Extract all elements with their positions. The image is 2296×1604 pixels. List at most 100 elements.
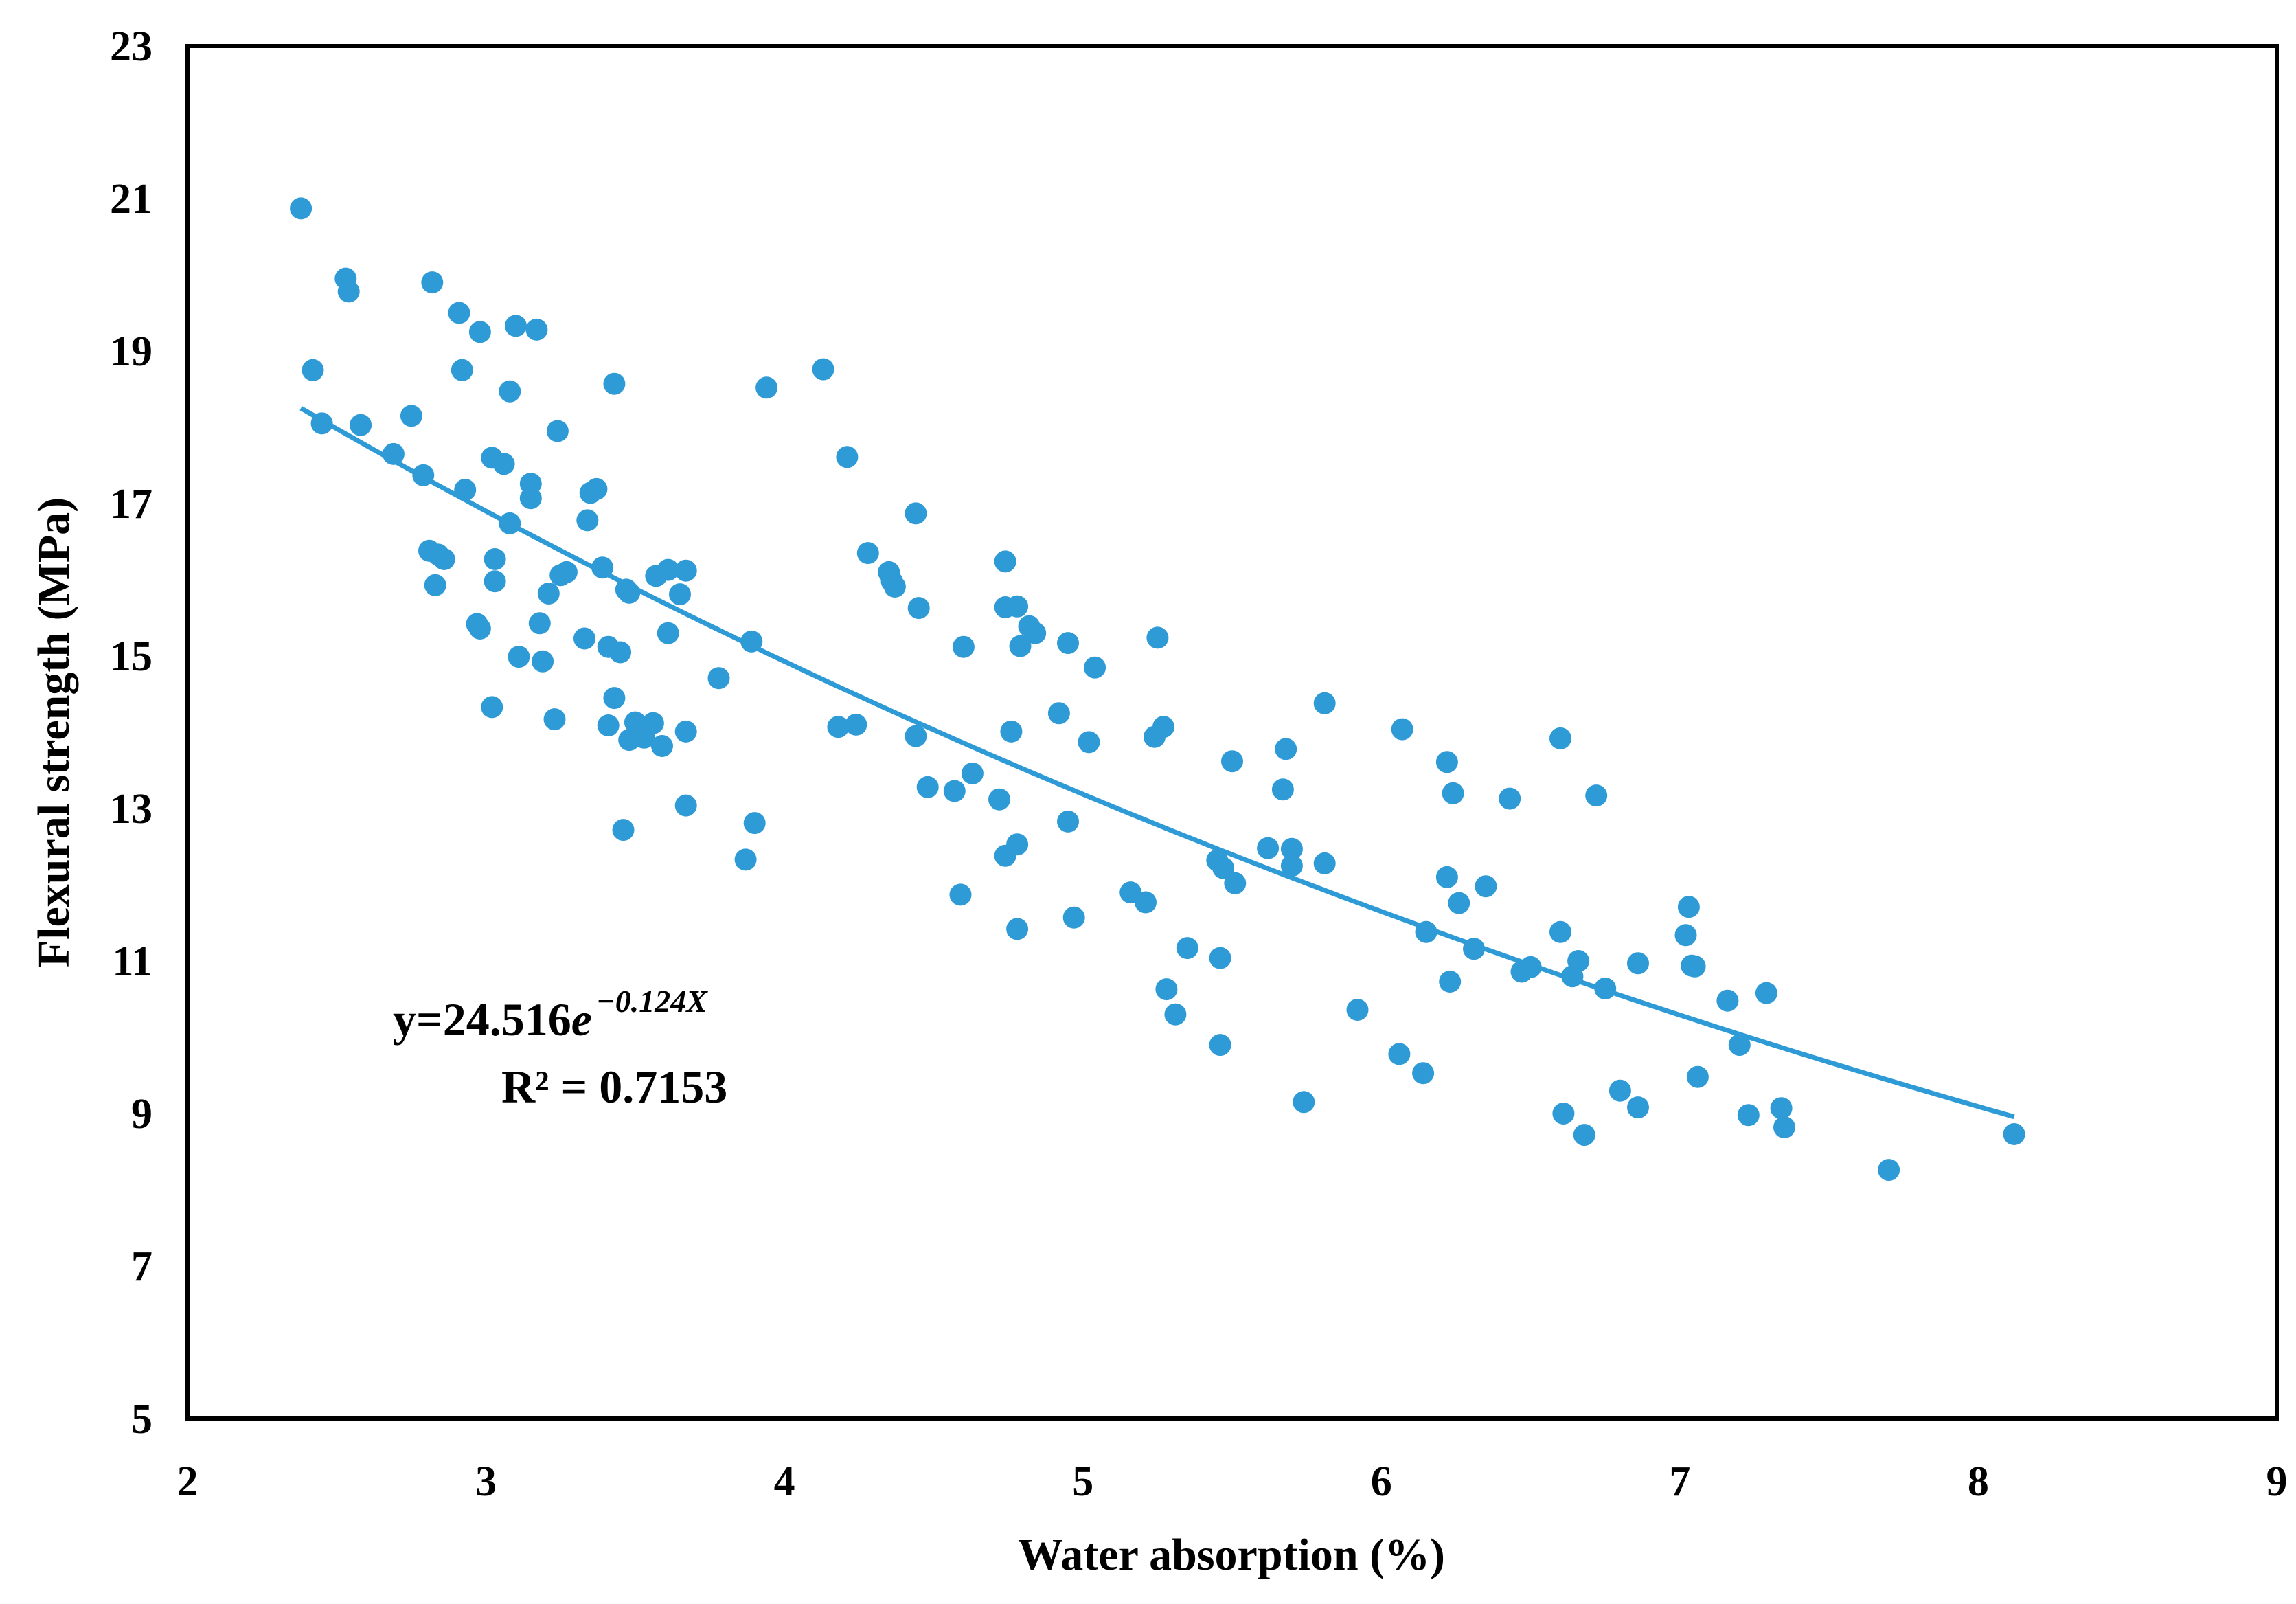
y-tick-label: 5 bbox=[131, 1396, 152, 1443]
data-point bbox=[1499, 787, 1521, 810]
data-point bbox=[433, 548, 455, 570]
data-point bbox=[907, 597, 930, 620]
data-point bbox=[1257, 837, 1280, 859]
data-point bbox=[1221, 750, 1243, 773]
data-point bbox=[1135, 891, 1157, 914]
y-tick-label: 11 bbox=[112, 938, 152, 985]
data-point bbox=[609, 641, 632, 664]
trendline-equation: y=24.516e −0.124X bbox=[393, 984, 708, 1046]
data-point bbox=[845, 713, 867, 736]
y-tick-label: 13 bbox=[110, 786, 152, 833]
data-point bbox=[836, 446, 859, 468]
data-point bbox=[1755, 982, 1777, 1004]
data-point bbox=[481, 696, 503, 719]
data-point bbox=[988, 788, 1010, 811]
data-point bbox=[451, 359, 473, 381]
x-tick-label: 8 bbox=[1968, 1458, 1989, 1505]
y-axis-tick-labels: 5 7 9 11 13 15 17 19 21 23 bbox=[110, 23, 152, 1443]
y-tick-label: 23 bbox=[110, 23, 152, 70]
trendline bbox=[299, 406, 2015, 1120]
data-point bbox=[1084, 656, 1106, 679]
data-point bbox=[1062, 906, 1085, 929]
data-point bbox=[1006, 833, 1029, 856]
data-point bbox=[905, 502, 927, 525]
data-point bbox=[1627, 1096, 1649, 1119]
data-point bbox=[382, 442, 405, 465]
data-point bbox=[1152, 716, 1174, 738]
data-point bbox=[1275, 738, 1297, 760]
data-point bbox=[905, 725, 927, 747]
data-point bbox=[1391, 718, 1413, 741]
data-point bbox=[505, 315, 527, 337]
data-point bbox=[1448, 892, 1470, 914]
data-point bbox=[1435, 866, 1458, 888]
data-point bbox=[1716, 989, 1739, 1012]
equation-base-e: e bbox=[571, 993, 592, 1046]
x-tick-label: 4 bbox=[774, 1458, 795, 1505]
trendline-layer bbox=[299, 406, 2015, 1120]
data-point bbox=[1078, 731, 1100, 754]
data-point bbox=[1212, 857, 1234, 879]
data-point bbox=[1271, 778, 1294, 801]
x-tick-label: 5 bbox=[1072, 1458, 1093, 1505]
data-point bbox=[1346, 999, 1369, 1021]
data-point bbox=[1573, 1124, 1595, 1146]
r-squared-label: R² = 0.7153 bbox=[501, 1061, 727, 1113]
data-point bbox=[400, 405, 422, 427]
data-point bbox=[1519, 956, 1542, 978]
equation-exponent: −0.124X bbox=[596, 984, 708, 1019]
data-point bbox=[1552, 1103, 1575, 1125]
data-point bbox=[1439, 971, 1462, 993]
x-tick-label: 3 bbox=[475, 1458, 497, 1505]
data-point bbox=[707, 667, 730, 690]
data-point bbox=[508, 646, 530, 668]
data-point bbox=[576, 509, 599, 532]
data-point bbox=[1176, 937, 1198, 960]
data-point bbox=[651, 735, 673, 757]
data-point bbox=[484, 570, 506, 593]
data-point bbox=[1773, 1116, 1795, 1138]
data-point bbox=[573, 627, 595, 650]
data-point bbox=[421, 271, 444, 294]
x-axis-title: Water absorption (%) bbox=[1018, 1530, 1445, 1580]
data-point bbox=[1770, 1097, 1793, 1120]
x-tick-label: 6 bbox=[1371, 1458, 1392, 1505]
data-point bbox=[591, 556, 614, 579]
data-point bbox=[290, 197, 312, 220]
data-point bbox=[585, 477, 608, 500]
data-point bbox=[674, 720, 697, 743]
data-point bbox=[546, 420, 569, 442]
data-point bbox=[337, 280, 360, 303]
data-point bbox=[674, 794, 697, 817]
data-point bbox=[310, 412, 333, 435]
x-tick-label: 9 bbox=[2266, 1458, 2288, 1505]
data-point bbox=[528, 612, 551, 635]
data-point bbox=[827, 716, 850, 738]
data-point bbox=[1686, 1065, 1709, 1088]
y-axis-title: Flexural strength (MPa) bbox=[29, 497, 79, 967]
data-point bbox=[1057, 810, 1079, 833]
data-point bbox=[916, 776, 939, 798]
data-point bbox=[641, 712, 664, 734]
data-point bbox=[537, 583, 560, 605]
data-point bbox=[1442, 782, 1464, 804]
data-point bbox=[1549, 727, 1571, 749]
data-point bbox=[1146, 626, 1169, 649]
data-point bbox=[1737, 1104, 1760, 1127]
data-point bbox=[657, 622, 679, 644]
x-tick-label: 2 bbox=[177, 1458, 198, 1505]
data-point bbox=[1009, 635, 1032, 657]
data-point bbox=[1000, 720, 1023, 743]
y-tick-label: 9 bbox=[131, 1091, 152, 1138]
data-point bbox=[1683, 955, 1706, 978]
data-point bbox=[856, 542, 879, 565]
data-point bbox=[1313, 852, 1336, 874]
plot-area-frame bbox=[185, 44, 2279, 1421]
data-point bbox=[612, 819, 635, 841]
data-point bbox=[961, 762, 984, 784]
y-tick-label: 21 bbox=[110, 176, 152, 223]
y-tick-label: 15 bbox=[110, 633, 152, 680]
data-point bbox=[302, 359, 324, 381]
